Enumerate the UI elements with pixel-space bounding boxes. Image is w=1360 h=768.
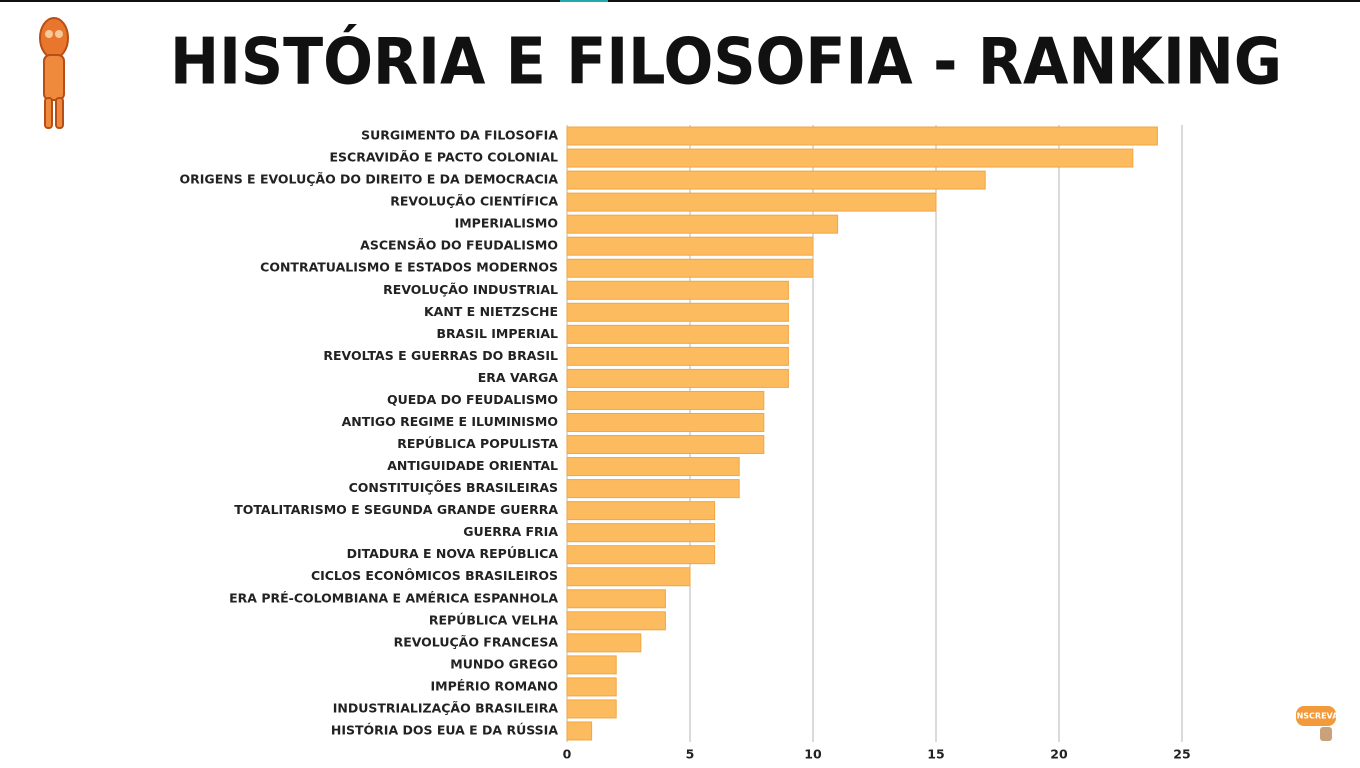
- y-tick-label: CONTRATUALISMO E ESTADOS MODERNOS: [260, 260, 558, 275]
- y-tick-label: KANT E NIETZSCHE: [424, 304, 558, 319]
- y-tick-label: DITADURA E NOVA REPÚBLICA: [347, 546, 559, 561]
- y-tick-label: BRASIL IMPERIAL: [436, 326, 558, 341]
- bar: [566, 699, 617, 719]
- y-tick-label: ANTIGUIDADE ORIENTAL: [387, 458, 558, 473]
- bar: [566, 148, 1134, 168]
- x-tick-label: 0: [563, 747, 572, 762]
- y-tick-label: ESCRAVIDÃO E PACTO COLONIAL: [330, 150, 559, 165]
- bar: [566, 655, 617, 675]
- y-tick-label: REPÚBLICA POPULISTA: [397, 436, 558, 451]
- bar: [566, 390, 765, 410]
- bar: [566, 567, 691, 587]
- bar: [566, 545, 716, 565]
- y-tick-label: REVOLUÇÃO FRANCESA: [394, 634, 559, 649]
- top-accent: [560, 0, 608, 2]
- y-tick-label: CONSTITUIÇÕES BRASILEIRAS: [349, 480, 558, 495]
- bar: [566, 368, 789, 388]
- top-border: [0, 0, 1360, 2]
- bar: [566, 412, 765, 432]
- y-tick-label: ORIGENS E EVOLUÇÃO DO DIREITO E DA DEMOC…: [180, 172, 559, 187]
- bar: [566, 501, 716, 521]
- y-tick-label: REVOLTAS E GUERRAS DO BRASIL: [323, 348, 558, 363]
- y-tick-label: TOTALITARISMO E SEGUNDA GRANDE GUERRA: [234, 502, 558, 517]
- chart-title: HISTÓRIA E FILOSOFIA - RANKING: [170, 24, 1282, 100]
- y-tick-label: ERA PRÉ-COLOMBIANA E AMÉRICA ESPANHOLA: [229, 590, 558, 605]
- x-tick-label: 20: [1050, 747, 1068, 762]
- bar: [566, 346, 789, 366]
- bar: [566, 721, 593, 741]
- x-tick-label: 10: [804, 747, 822, 762]
- y-tick-label: QUEDA DO FEUDALISMO: [387, 392, 558, 407]
- y-tick-label: ERA VARGA: [478, 370, 559, 385]
- bar: [566, 479, 740, 499]
- bar: [566, 611, 666, 631]
- bar: [566, 589, 666, 609]
- badge-text: INSCREVA: [1294, 712, 1340, 721]
- y-tick-label: GUERRA FRIA: [463, 524, 558, 539]
- y-tick-label: HISTÓRIA DOS EUA E DA RÚSSIA: [331, 722, 558, 737]
- bar: [566, 457, 740, 477]
- y-tick-label: IMPÉRIO ROMANO: [431, 678, 559, 693]
- y-tick-label: IMPERIALISMO: [455, 216, 558, 231]
- y-tick-label: CICLOS ECONÔMICOS BRASILEIROS: [311, 568, 558, 583]
- y-tick-label: SURGIMENTO DA FILOSOFIA: [361, 128, 558, 143]
- bar: [566, 214, 839, 234]
- x-tick-label: 25: [1173, 747, 1190, 762]
- bar: [566, 258, 814, 278]
- bar: [566, 633, 642, 653]
- bar: [566, 126, 1158, 146]
- subscribe-badge: INSCREVA: [1294, 706, 1340, 741]
- bar: [566, 677, 617, 697]
- bar: [566, 236, 814, 256]
- y-tick-label: ASCENSÃO DO FEUDALISMO: [360, 238, 558, 253]
- y-tick-label: ANTIGO REGIME E ILUMINISMO: [342, 414, 558, 429]
- bar: [566, 324, 789, 344]
- y-tick-label: REVOLUÇÃO CIENTÍFICA: [390, 194, 558, 209]
- bar: [566, 435, 765, 455]
- y-tick-label: INDUSTRIALIZAÇÃO BRASILEIRA: [333, 700, 559, 715]
- x-tick-label: 15: [927, 747, 944, 762]
- bar: [566, 523, 716, 543]
- bar: [566, 170, 986, 190]
- y-tick-label: MUNDO GREGO: [450, 656, 558, 671]
- mascot: [39, 17, 69, 129]
- y-tick-label: REPÚBLICA VELHA: [429, 612, 558, 627]
- bar: [566, 302, 789, 322]
- bar: [566, 192, 937, 212]
- bar: [566, 280, 789, 300]
- x-tick-label: 5: [686, 747, 695, 762]
- y-tick-label: REVOLUÇÃO INDUSTRIAL: [383, 282, 558, 297]
